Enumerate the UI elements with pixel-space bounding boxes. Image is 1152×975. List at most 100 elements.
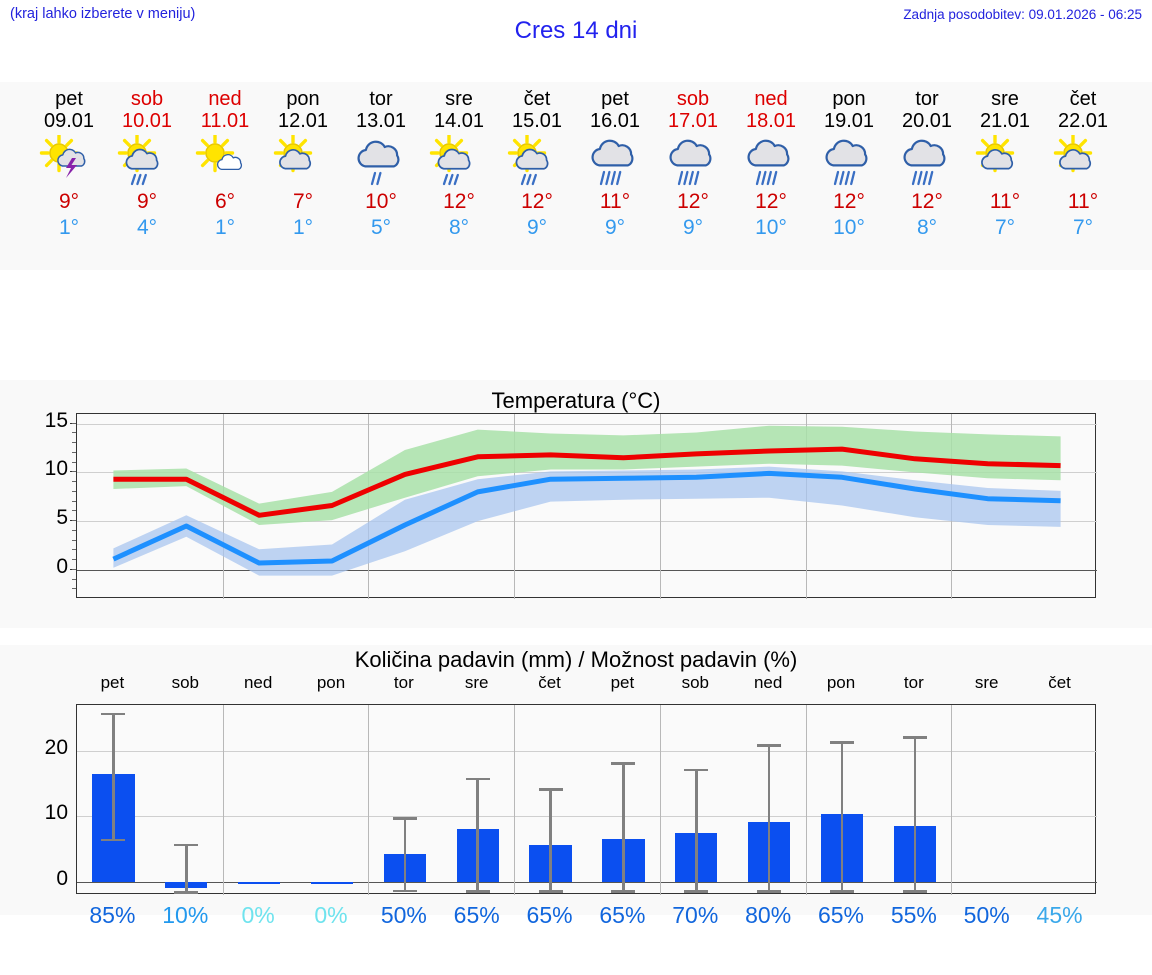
whisker-cap-low — [465, 890, 490, 893]
precipitation-probability: 65% — [453, 902, 500, 928]
weather-icon-wrap — [507, 135, 567, 186]
weather-icon-wrap — [585, 136, 645, 186]
sun-cloud-rain-icon — [117, 135, 159, 186]
max-temperature: 12° — [443, 190, 475, 213]
precipitation-bar[interactable] — [310, 881, 354, 884]
sun-cloud-rain-icon — [429, 135, 471, 186]
min-temperature: 9° — [526, 216, 548, 239]
max-temperature: 11° — [599, 190, 631, 213]
whisker-cap-high — [757, 744, 782, 747]
gridline-vertical — [222, 414, 224, 599]
y-axis-minor-tick — [72, 471, 76, 473]
y-axis-minor-tick — [72, 461, 76, 463]
day-name: sre — [991, 88, 1019, 110]
whisker-cap-low — [830, 890, 854, 893]
precipitation-day-label: čet — [538, 673, 561, 692]
cloud-rain-icon — [903, 139, 946, 186]
temperature-line — [112, 470, 1061, 566]
weather-icon-wrap — [273, 135, 333, 186]
day-column[interactable]: ned 11.01 6° 1° — [186, 82, 264, 270]
whisker-cap-high — [101, 712, 126, 716]
min-temperature: 8° — [916, 216, 938, 239]
weather-icon-wrap — [351, 136, 411, 186]
gridline-vertical — [659, 414, 661, 599]
max-temperature: 10° — [365, 190, 397, 213]
sun-smallcloud-icon — [195, 135, 243, 173]
weather-icon-wrap — [1053, 135, 1113, 186]
last-updated-text: Zadnja posodobitev: 09.01.2026 - 06:25 — [903, 7, 1142, 22]
max-temperature: 6° — [214, 190, 236, 213]
precipitation-chart-title: Količina padavin (mm) / Možnost padavin … — [354, 647, 798, 672]
gridline — [77, 423, 1097, 425]
whisker-cap-high — [174, 843, 199, 847]
day-date: 10.01 — [121, 110, 173, 132]
y-axis-minor-tick — [72, 520, 76, 522]
gridline — [77, 881, 1097, 883]
day-date: 19.01 — [823, 110, 875, 132]
whisker-cap-high — [684, 768, 709, 772]
day-column[interactable]: sob 17.01 12° 9° — [654, 82, 732, 270]
precipitation-probability: 0% — [314, 902, 348, 928]
max-temperature: 11° — [989, 190, 1021, 213]
day-column[interactable]: tor 13.01 10° 5° — [342, 82, 420, 270]
day-name: čet — [523, 88, 551, 110]
min-temperature: 9° — [604, 216, 626, 239]
whisker-cap-low — [538, 890, 563, 893]
min-temperature: 10° — [755, 216, 787, 239]
precipitation-day-label: pet — [100, 673, 125, 692]
y-axis-minor-tick — [72, 451, 76, 453]
day-column[interactable]: pon 19.01 12° 10° — [810, 82, 888, 270]
day-date: 21.01 — [979, 110, 1031, 132]
day-name: ned — [208, 88, 242, 110]
day-name: pet — [55, 88, 83, 110]
precipitation-whisker — [694, 768, 698, 891]
precipitation-bar[interactable] — [238, 881, 281, 884]
whisker-cap-low — [902, 890, 927, 893]
y-axis-minor-tick — [72, 490, 76, 492]
cloud-rain-icon — [825, 139, 868, 186]
day-column[interactable]: sre 14.01 12° 8° — [420, 82, 498, 270]
day-date: 16.01 — [589, 110, 641, 132]
page-title: Cres 14 dni — [514, 17, 638, 44]
min-temperature: 8° — [448, 216, 470, 239]
gridline-vertical — [805, 414, 807, 599]
sun-cloud-icon — [273, 135, 313, 173]
day-column[interactable]: pet 16.01 11° 9° — [576, 82, 654, 270]
y-axis-minor-tick — [72, 422, 76, 424]
precipitation-whisker — [184, 843, 188, 892]
gridline — [77, 521, 1097, 523]
day-name: sob — [130, 88, 164, 110]
whisker-cap-high — [902, 736, 927, 740]
day-column[interactable]: sre 21.01 11° 7° — [966, 82, 1044, 270]
y-axis-minor-tick — [72, 510, 76, 512]
y-axis-tick-label: 20 — [44, 735, 68, 759]
precipitation-probability: 65% — [817, 902, 865, 928]
day-column[interactable]: tor 20.01 12° 8° — [888, 82, 966, 270]
max-temperature: 9° — [58, 190, 80, 213]
whisker-cap-high — [611, 762, 636, 765]
day-column[interactable]: ned 18.01 12° 10° — [732, 82, 810, 270]
cloud-lightrain-icon — [357, 140, 400, 186]
min-temperature: 5° — [370, 216, 392, 239]
whisker-cap-low — [611, 890, 636, 893]
gridline-vertical — [368, 705, 370, 895]
precipitation-whisker — [913, 736, 917, 891]
precipitation-probability: 50% — [380, 902, 427, 928]
day-column[interactable]: čet 15.01 12° 9° — [498, 82, 576, 270]
day-name: sre — [445, 88, 473, 110]
day-name: tor — [915, 88, 939, 110]
min-temperature: 7° — [1072, 216, 1094, 239]
weather-icon-wrap — [195, 135, 255, 186]
precipitation-whisker — [622, 762, 625, 891]
day-column[interactable]: pon 12.01 7° 1° — [264, 82, 342, 270]
precipitation-probability: 55% — [890, 902, 937, 928]
day-column[interactable]: čet 22.01 11° 7° — [1044, 82, 1122, 270]
weather-icon-wrap — [663, 136, 723, 186]
gridline-vertical — [514, 705, 516, 895]
precipitation-day-label: ned — [753, 673, 783, 692]
precipitation-whisker — [767, 744, 771, 891]
day-date: 12.01 — [277, 110, 329, 132]
precipitation-probability: 65% — [526, 902, 573, 928]
day-column[interactable]: sob 10.01 9° 4° — [108, 82, 186, 270]
day-column[interactable]: pet 09.01 9° 1° — [30, 82, 108, 270]
